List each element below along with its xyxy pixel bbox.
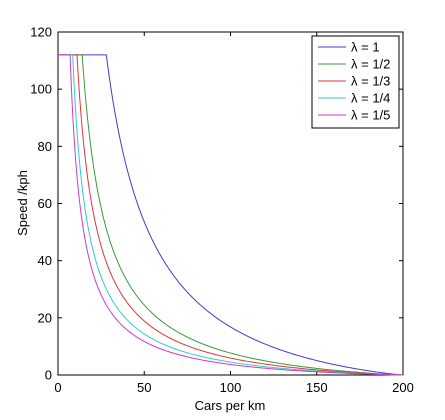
legend-label: λ = 1/5 [351, 108, 390, 123]
legend-label: λ = 1 [351, 40, 380, 55]
y-tick-label: 60 [38, 196, 52, 211]
x-tick-label: 50 [137, 380, 151, 395]
series-line [58, 54, 404, 376]
legend-label: λ = 1/4 [351, 91, 390, 106]
legend-box [311, 35, 400, 129]
series-lines [58, 54, 404, 376]
series-line [58, 54, 404, 376]
y-tick-label: 20 [38, 310, 52, 325]
legend-label: λ = 1/2 [351, 57, 390, 72]
legend-label: λ = 1/3 [351, 74, 390, 89]
x-tick-label: 200 [392, 380, 414, 395]
y-tick-label: 80 [38, 139, 52, 154]
x-tick-label: 100 [220, 380, 242, 395]
x-tick-label: 0 [54, 380, 61, 395]
x-tick-label: 150 [306, 380, 328, 395]
y-tick-label: 100 [30, 82, 52, 97]
series-line [58, 54, 404, 376]
series-line [58, 54, 404, 376]
y-tick-label: 40 [38, 253, 52, 268]
legend: λ = 1 λ = 1/2 λ = 1/3 λ = 1/4 λ = 1/5 [311, 35, 400, 129]
y-axis-title: Speed /kph [15, 170, 30, 236]
y-tick-label: 120 [30, 25, 52, 40]
x-axis-title: Cars per km [195, 398, 266, 413]
y-tick-label: 0 [45, 368, 52, 383]
